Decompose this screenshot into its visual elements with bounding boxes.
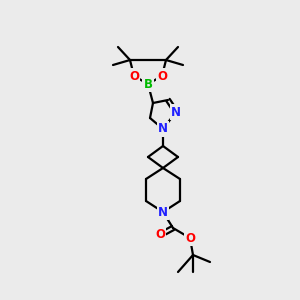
Text: N: N [158, 122, 168, 136]
Text: O: O [185, 232, 195, 244]
Text: N: N [171, 106, 181, 118]
Text: N: N [158, 206, 168, 218]
Text: O: O [129, 70, 139, 83]
Text: O: O [157, 70, 167, 83]
Text: O: O [155, 229, 165, 242]
Text: B: B [143, 77, 152, 91]
